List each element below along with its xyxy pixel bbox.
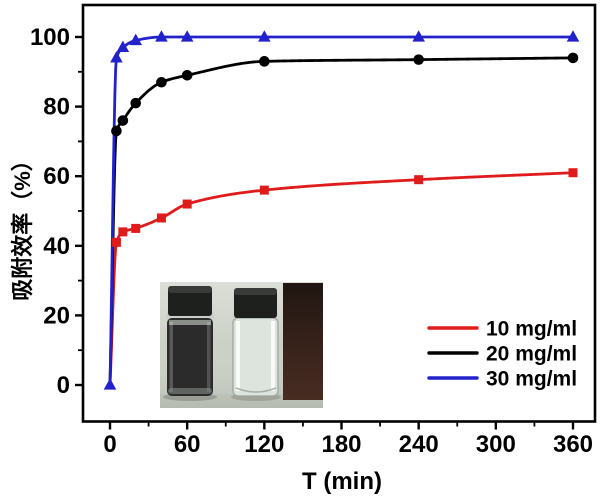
right-vial-glass-highlight-right: [271, 321, 275, 391]
series-line-1: [108, 171, 574, 386]
legend-label: 20 mg/ml: [486, 343, 577, 366]
data-point-circle: [567, 52, 579, 64]
x-tick-label: 180: [321, 431, 361, 458]
data-point-circle: [130, 97, 142, 109]
x-tick-label: 300: [476, 431, 516, 458]
y-tick-label: 60: [43, 163, 70, 190]
data-point-circle: [181, 69, 193, 81]
data-point-square: [259, 185, 269, 195]
right-vial-glass-highlight-left: [236, 321, 240, 391]
x-tick-label: 60: [174, 431, 201, 458]
left-vial-cap-highlight: [168, 286, 212, 293]
y-tick-label: 40: [43, 233, 70, 260]
data-point-square: [414, 175, 424, 185]
data-point-triangle: [110, 51, 123, 63]
plot-frame: [81, 3, 597, 423]
legend-label: 10 mg/ml: [486, 318, 577, 341]
data-point-circle: [117, 115, 129, 126]
x-tick-label: 120: [244, 431, 284, 458]
data-point-square: [111, 237, 121, 247]
data-point-circle: [156, 76, 167, 88]
data-series: [103, 30, 580, 390]
x-tick-label: 240: [399, 431, 439, 458]
series-line-2: [108, 56, 574, 386]
data-point-triangle: [155, 30, 168, 42]
y-tick-label: 100: [30, 24, 70, 51]
y-tick-label: 20: [43, 302, 70, 329]
axis-tick-labels: 0 60 120 180 240 300 360 0 20 40 60 80 100: [30, 24, 593, 458]
series-line-3: [108, 35, 573, 386]
inset-photo: [160, 282, 323, 408]
x-axis-title: T (min): [302, 468, 382, 495]
right-vial-cap-highlight: [234, 288, 277, 295]
data-point-square: [568, 168, 578, 178]
axis-ticks: [75, 35, 575, 430]
data-point-triangle: [116, 40, 130, 53]
x-tick-label: 0: [103, 431, 116, 458]
data-point-triangle: [412, 30, 425, 42]
left-vial-bottom-rim: [168, 388, 212, 394]
data-point-triangle: [129, 33, 143, 46]
data-point-square: [131, 223, 141, 233]
data-point-triangle: [103, 378, 117, 390]
data-point-square: [118, 227, 128, 237]
left-vial-glass-highlight-right: [207, 322, 211, 392]
right-vial-body: [233, 318, 278, 396]
legend-label: 30 mg/ml: [486, 368, 577, 391]
right-vial-bottom-curve: [235, 387, 277, 393]
data-point-circle: [259, 56, 270, 67]
y-tick-label: 0: [57, 372, 70, 399]
left-vial-cap: [168, 286, 212, 316]
data-point-circle: [413, 54, 424, 65]
data-point-square: [182, 199, 192, 209]
x-tick-label: 360: [553, 431, 593, 458]
data-point-triangle: [258, 30, 271, 42]
left-vial-glass-highlight-left: [169, 322, 173, 392]
y-axis-title: 吸附效率（%）: [10, 149, 35, 301]
left-vial-body: [167, 318, 213, 396]
dark-panel-shading: [283, 283, 323, 400]
right-vial-cap: [234, 288, 277, 318]
data-point-triangle: [180, 30, 194, 42]
data-point-triangle: [566, 30, 580, 42]
data-point-square: [156, 213, 166, 223]
data-point-circle: [111, 125, 122, 137]
y-tick-label: 80: [43, 94, 70, 121]
left-vial-meniscus: [169, 320, 211, 325]
